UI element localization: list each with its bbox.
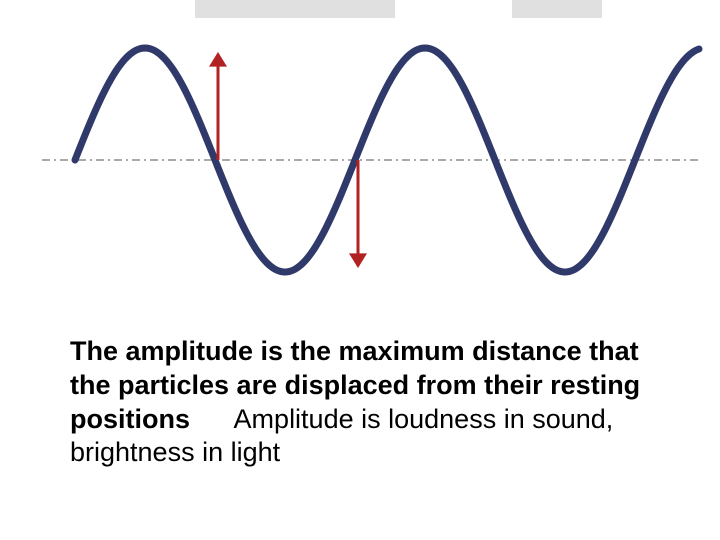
wave-diagram: [0, 0, 720, 340]
caption-text: The amplitude is the maximum distance th…: [70, 335, 680, 470]
slide-canvas: The amplitude is the maximum distance th…: [0, 0, 720, 540]
definition-spacer: [198, 404, 228, 434]
amplitude-up-arrow-head: [209, 52, 227, 67]
amplitude-down-arrow-head: [349, 253, 367, 268]
